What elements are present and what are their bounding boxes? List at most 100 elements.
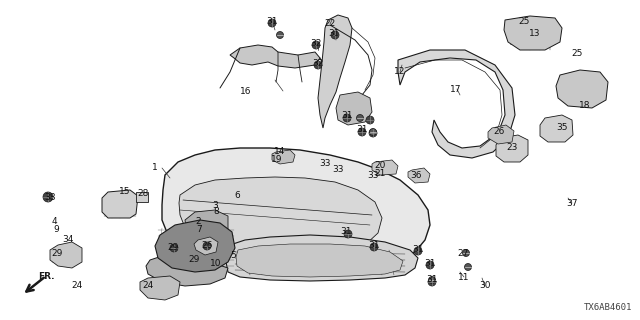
Text: 27: 27 <box>458 250 468 259</box>
Text: 35: 35 <box>556 123 568 132</box>
Polygon shape <box>185 210 228 240</box>
Circle shape <box>463 250 470 257</box>
Circle shape <box>369 129 376 135</box>
Text: 25: 25 <box>572 49 582 58</box>
Text: 19: 19 <box>271 155 283 164</box>
Text: 38: 38 <box>44 193 56 202</box>
Polygon shape <box>50 242 82 268</box>
Circle shape <box>314 61 322 69</box>
Text: FR.: FR. <box>38 272 54 281</box>
Text: 5: 5 <box>230 251 236 260</box>
Circle shape <box>268 19 276 27</box>
Text: 1: 1 <box>152 164 158 172</box>
Text: 4: 4 <box>51 218 57 227</box>
Text: 31: 31 <box>340 228 352 236</box>
Text: 7: 7 <box>196 225 202 234</box>
Text: 22: 22 <box>324 20 335 28</box>
Text: 33: 33 <box>319 158 331 167</box>
Text: 20: 20 <box>374 161 386 170</box>
Circle shape <box>331 31 339 39</box>
Text: 32: 32 <box>310 38 322 47</box>
Polygon shape <box>496 135 528 162</box>
Text: 29: 29 <box>167 244 179 252</box>
Text: 11: 11 <box>458 273 470 282</box>
Text: 31: 31 <box>412 244 424 253</box>
Text: 31: 31 <box>356 125 368 134</box>
Polygon shape <box>140 276 180 300</box>
Polygon shape <box>236 244 403 277</box>
Polygon shape <box>372 160 398 175</box>
Text: 23: 23 <box>506 143 518 153</box>
Circle shape <box>343 114 351 122</box>
Text: 26: 26 <box>493 127 505 137</box>
Circle shape <box>312 41 320 49</box>
Circle shape <box>426 261 434 269</box>
Polygon shape <box>102 190 138 218</box>
Circle shape <box>43 192 53 202</box>
Text: 8: 8 <box>213 206 219 215</box>
Circle shape <box>366 116 374 124</box>
Text: 13: 13 <box>529 28 541 37</box>
Text: 31: 31 <box>426 276 438 284</box>
Text: 34: 34 <box>62 236 74 244</box>
Polygon shape <box>408 168 430 183</box>
Text: 31: 31 <box>266 17 278 26</box>
Circle shape <box>414 247 422 255</box>
Text: 10: 10 <box>211 259 221 268</box>
Text: 33: 33 <box>332 165 344 174</box>
Text: 24: 24 <box>72 281 83 290</box>
Polygon shape <box>162 148 430 272</box>
Polygon shape <box>155 220 235 272</box>
Text: 18: 18 <box>579 100 591 109</box>
Text: 37: 37 <box>566 198 578 207</box>
Text: 25: 25 <box>518 17 530 26</box>
Text: 31: 31 <box>368 241 380 250</box>
Polygon shape <box>318 15 352 128</box>
Circle shape <box>369 129 377 137</box>
Polygon shape <box>398 50 515 158</box>
Text: 6: 6 <box>234 190 240 199</box>
Text: 30: 30 <box>479 282 491 291</box>
Text: 26: 26 <box>202 242 212 251</box>
Circle shape <box>429 276 435 284</box>
Circle shape <box>370 243 378 251</box>
Text: 33: 33 <box>367 171 379 180</box>
Circle shape <box>428 278 436 286</box>
Text: 29: 29 <box>51 249 63 258</box>
Text: 31: 31 <box>341 111 353 121</box>
Text: 12: 12 <box>394 68 406 76</box>
Text: 36: 36 <box>410 171 422 180</box>
Text: 9: 9 <box>53 226 59 235</box>
Polygon shape <box>540 115 573 142</box>
Polygon shape <box>136 192 148 202</box>
Circle shape <box>170 244 178 252</box>
Circle shape <box>465 263 472 270</box>
Polygon shape <box>272 150 295 164</box>
Polygon shape <box>179 177 382 257</box>
Text: 31: 31 <box>328 28 340 37</box>
Text: 24: 24 <box>142 281 154 290</box>
Text: 29: 29 <box>188 254 200 263</box>
Circle shape <box>356 115 364 122</box>
Text: 21: 21 <box>374 169 386 178</box>
Text: 31: 31 <box>424 259 436 268</box>
Text: 15: 15 <box>119 188 131 196</box>
Text: 14: 14 <box>275 148 285 156</box>
Circle shape <box>203 242 211 250</box>
Polygon shape <box>504 16 562 50</box>
Polygon shape <box>336 92 372 125</box>
Text: 28: 28 <box>138 189 148 198</box>
Circle shape <box>358 128 366 136</box>
Polygon shape <box>488 125 514 144</box>
Circle shape <box>276 31 284 38</box>
Text: 16: 16 <box>240 86 252 95</box>
Polygon shape <box>146 255 228 286</box>
Text: 3: 3 <box>212 201 218 210</box>
Text: 2: 2 <box>195 218 201 227</box>
Text: TX6AB4601: TX6AB4601 <box>584 303 632 312</box>
Polygon shape <box>230 45 320 68</box>
Polygon shape <box>194 237 218 255</box>
Polygon shape <box>556 70 608 108</box>
Text: 17: 17 <box>451 84 461 93</box>
Polygon shape <box>226 235 418 281</box>
